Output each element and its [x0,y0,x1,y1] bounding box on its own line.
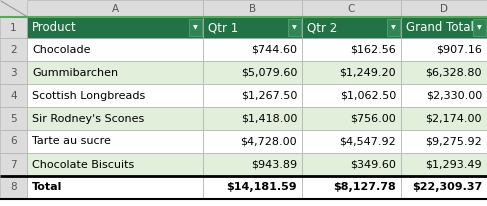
Bar [401,176,487,199]
Text: Tarte au sucre: Tarte au sucre [32,137,111,146]
Text: $2,174.00: $2,174.00 [426,114,482,124]
Bar [401,153,487,176]
Bar [302,84,401,107]
Bar [288,19,301,36]
Bar [0,61,27,84]
Bar [203,61,302,84]
Bar [203,176,302,199]
Bar [302,176,401,199]
Bar [0,107,27,130]
Text: 2: 2 [10,44,17,55]
Text: B: B [249,4,256,14]
Bar [203,153,302,176]
Bar [203,0,302,17]
Bar [0,38,27,61]
Text: $1,418.00: $1,418.00 [241,114,297,124]
Bar [302,61,401,84]
Text: $1,267.50: $1,267.50 [241,90,297,101]
Text: Gummibarchen: Gummibarchen [32,68,118,77]
Text: $162.56: $162.56 [350,44,396,55]
Text: $6,328.80: $6,328.80 [426,68,482,77]
Text: $1,062.50: $1,062.50 [340,90,396,101]
Text: C: C [348,4,355,14]
Text: $5,079.60: $5,079.60 [241,68,297,77]
Text: 5: 5 [10,114,17,124]
Text: 8: 8 [10,183,17,192]
Bar [401,130,487,153]
Text: $756.00: $756.00 [350,114,396,124]
Text: Chocolade: Chocolade [32,44,91,55]
Text: 3: 3 [10,68,17,77]
Text: $9,275.92: $9,275.92 [425,137,482,146]
Text: $4,728.00: $4,728.00 [241,137,297,146]
Text: ▼: ▼ [391,25,396,30]
Bar [401,107,487,130]
Text: 1: 1 [10,22,17,33]
Bar [302,0,401,17]
Bar [401,38,487,61]
Text: ▼: ▼ [292,25,297,30]
Bar [473,19,486,36]
Text: $1,293.49: $1,293.49 [425,159,482,170]
Bar [27,17,203,38]
Text: Scottish Longbreads: Scottish Longbreads [32,90,145,101]
Text: $744.60: $744.60 [251,44,297,55]
Bar [27,0,203,17]
Bar [0,84,27,107]
Text: $349.60: $349.60 [350,159,396,170]
Bar [0,176,27,199]
Text: ▼: ▼ [477,25,482,30]
Bar [302,153,401,176]
Bar [0,130,27,153]
Bar [387,19,400,36]
Bar [189,19,202,36]
Text: Qtr 2: Qtr 2 [307,21,337,34]
Bar [203,84,302,107]
Text: $4,547.92: $4,547.92 [339,137,396,146]
Text: A: A [112,4,118,14]
Bar [401,17,487,38]
Bar [203,130,302,153]
Text: $907.16: $907.16 [436,44,482,55]
Text: $8,127.78: $8,127.78 [333,183,396,192]
Text: Total: Total [32,183,62,192]
Bar [27,176,203,199]
Bar [0,17,27,38]
Bar [302,130,401,153]
Text: Qtr 1: Qtr 1 [208,21,238,34]
Bar [27,84,203,107]
Bar [203,17,302,38]
Text: Sir Rodney's Scones: Sir Rodney's Scones [32,114,144,124]
Bar [0,0,27,17]
Bar [27,61,203,84]
Text: Product: Product [32,21,77,34]
Bar [302,17,401,38]
Text: ▼: ▼ [193,25,198,30]
Text: $943.89: $943.89 [251,159,297,170]
Bar [401,61,487,84]
Bar [27,153,203,176]
Text: $22,309.37: $22,309.37 [412,183,482,192]
Text: 4: 4 [10,90,17,101]
Bar [203,38,302,61]
Text: $1,249.20: $1,249.20 [339,68,396,77]
Bar [203,107,302,130]
Text: 7: 7 [10,159,17,170]
Bar [302,107,401,130]
Bar [27,130,203,153]
Bar [27,107,203,130]
Bar [401,84,487,107]
Bar [302,38,401,61]
Text: D: D [440,4,448,14]
Bar [0,153,27,176]
Bar [401,0,487,17]
Text: Grand Total: Grand Total [406,21,474,34]
Text: $2,330.00: $2,330.00 [426,90,482,101]
Text: 6: 6 [10,137,17,146]
Text: $14,181.59: $14,181.59 [226,183,297,192]
Bar [27,38,203,61]
Text: Chocolate Biscuits: Chocolate Biscuits [32,159,134,170]
